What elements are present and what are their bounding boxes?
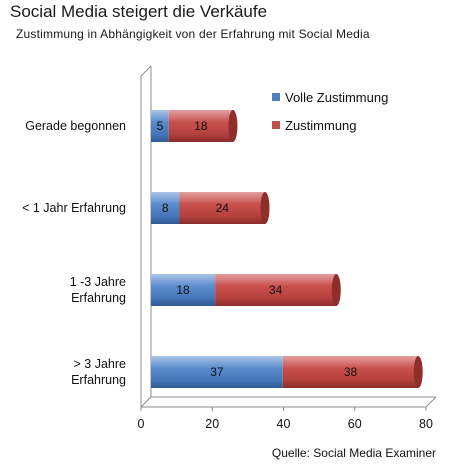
legend-swatch-volle-zustimmung	[272, 93, 280, 101]
x-tick-label-0: 0	[138, 417, 145, 431]
legend-label-volle-zustimmung: Volle Zustimmung	[285, 90, 388, 105]
bar-volle-zustimmung-1	[151, 110, 169, 142]
x-tick-label-20: 20	[205, 417, 219, 431]
x-tick-label-80: 80	[419, 417, 433, 431]
data-label-volle-zustimmung-3: 18	[176, 283, 190, 297]
bar-volle-zustimmung-2	[151, 192, 180, 224]
bar-end-cap-3	[331, 274, 341, 306]
legend-label-zustimmung: Zustimmung	[285, 118, 357, 133]
x-tick-label-60: 60	[348, 417, 362, 431]
bar-zustimmung-1	[168, 110, 233, 142]
data-label-volle-zustimmung-1: 5	[157, 119, 164, 133]
chart-subtitle: Zustimmung in Abhängigkeit von der Erfah…	[16, 27, 370, 41]
floor-left-edge	[140, 396, 152, 408]
bar-zustimmung-3	[215, 274, 337, 306]
data-label-volle-zustimmung-2: 8	[162, 201, 169, 215]
bar-zustimmung-2	[179, 192, 265, 224]
legend: Volle Zustimmung Zustimmung	[272, 90, 388, 133]
x-tick-label-40: 40	[277, 417, 291, 431]
side-wall-top-edge	[140, 65, 152, 77]
category-label-2: < 1 Jahr Erfahrung	[22, 201, 126, 215]
x-axis-ticks: 0 20 40 60 80	[138, 407, 433, 431]
legend-swatch-zustimmung	[272, 121, 280, 129]
data-label-volle-zustimmung-4: 37	[210, 365, 224, 379]
bar-end-cap-4	[413, 356, 423, 388]
bar-volle-zustimmung-4	[151, 356, 283, 388]
bar-end-cap-1	[228, 110, 238, 142]
bar-zustimmung-4	[282, 356, 419, 388]
data-label-zustimmung-4: 38	[344, 365, 358, 379]
chart-title: Social Media steigert die Verkäufe	[10, 2, 267, 21]
category-label-3: 1 -3 Jahre Erfahrung	[70, 275, 126, 305]
plot-frame	[140, 65, 437, 408]
floor-right-edge	[425, 396, 437, 408]
bar-volle-zustimmung-3	[151, 274, 216, 306]
data-label-zustimmung-2: 24	[216, 201, 230, 215]
data-label-zustimmung-3: 34	[269, 283, 283, 297]
category-labels: Gerade begonnen < 1 Jahr Erfahrung 1 -3 Ja…	[22, 119, 126, 387]
bar-end-cap-2	[260, 192, 270, 224]
bars: 5 18 8 24 18 34 37 38	[151, 110, 423, 388]
source-note: Quelle: Social Media Examiner	[272, 446, 436, 460]
category-label-1: Gerade begonnen	[25, 119, 126, 133]
category-label-4: > 3 Jahre Erfahrung	[71, 357, 126, 387]
data-label-zustimmung-1: 18	[194, 119, 208, 133]
